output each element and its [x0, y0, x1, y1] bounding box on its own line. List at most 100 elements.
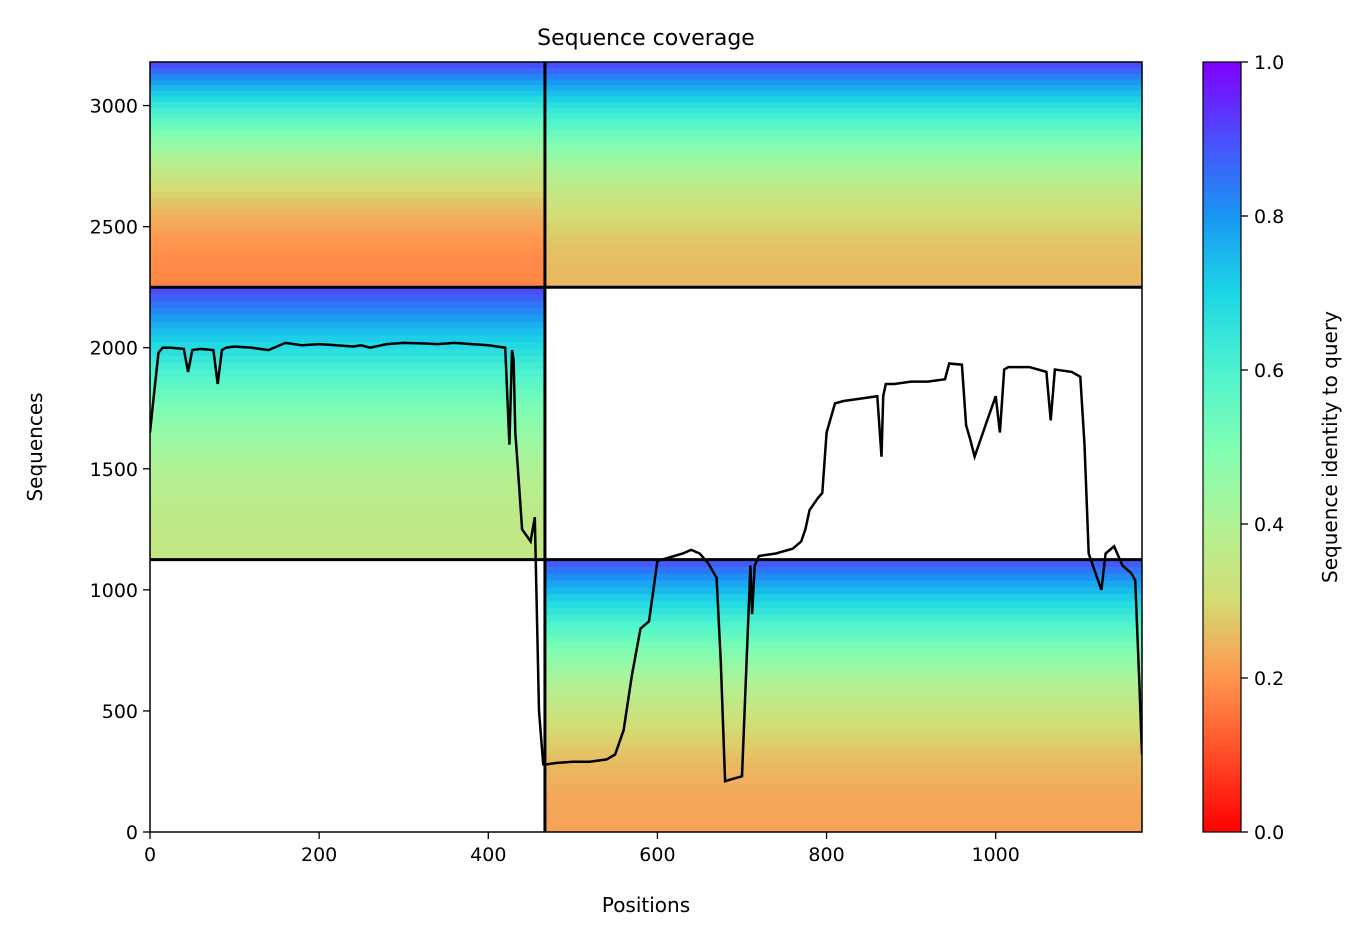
block-band: [544, 736, 1142, 745]
block-band: [150, 409, 545, 418]
block-band: [150, 225, 545, 232]
block-band: [544, 593, 1142, 602]
block-band: [544, 140, 1142, 148]
block-band: [544, 247, 1142, 255]
block-band: [150, 328, 545, 336]
block-band: [150, 73, 545, 80]
block-band: [544, 62, 1142, 69]
block-band: [150, 208, 545, 215]
block-band: [544, 174, 1142, 181]
block-band: [150, 152, 545, 159]
block-band: [150, 101, 545, 108]
colorbar: [1202, 61, 1242, 833]
block-band: [150, 112, 545, 119]
block-band: [544, 168, 1142, 176]
block-band: [544, 723, 1142, 731]
colorbar-tick-label: 1.0: [1254, 52, 1284, 74]
x-tick-label: 400: [470, 844, 506, 866]
block-band: [544, 682, 1142, 690]
block-band: [544, 675, 1142, 683]
y-tick-label: 1500: [90, 459, 138, 481]
block-band: [150, 118, 545, 125]
block-band: [150, 230, 545, 238]
block-band: [544, 668, 1142, 676]
block-band: [150, 423, 545, 431]
block-band: [150, 236, 545, 243]
block-band: [544, 73, 1142, 80]
block-band: [150, 197, 545, 204]
block-band: [544, 607, 1142, 615]
block-band: [150, 382, 545, 390]
block-band: [150, 185, 545, 193]
block-band: [150, 270, 545, 277]
block-band: [544, 695, 1142, 704]
block-band: [544, 559, 1142, 568]
block-band: [544, 123, 1142, 131]
block-band: [150, 518, 545, 527]
block-band: [544, 586, 1142, 595]
block-band: [150, 477, 545, 486]
coverage-line-group: [150, 341, 1142, 783]
block-band: [150, 219, 545, 226]
block-band: [544, 118, 1142, 125]
block-band: [544, 90, 1142, 97]
block-band: [544, 825, 1142, 832]
colorbar-label: Sequence identity to query: [1318, 311, 1342, 583]
block-band: [150, 180, 545, 187]
block-band: [544, 791, 1142, 799]
block-band: [544, 236, 1142, 243]
block-band: [544, 135, 1142, 142]
block-band: [150, 430, 545, 438]
block-band: [544, 270, 1142, 277]
block-band: [544, 580, 1142, 588]
block-band: [544, 157, 1142, 164]
block-band: [150, 300, 545, 309]
block-band: [544, 129, 1142, 136]
block-band: [150, 67, 545, 74]
block-band: [150, 129, 545, 136]
block-band: [150, 416, 545, 424]
block-band: [150, 457, 545, 465]
block-band: [544, 709, 1142, 717]
block-band: [544, 214, 1142, 221]
block-band: [544, 688, 1142, 697]
block-band: [150, 375, 545, 384]
block-band: [150, 471, 545, 479]
y-tick-label: 2500: [90, 217, 138, 239]
block-band: [150, 348, 545, 356]
block-band: [150, 275, 545, 283]
x-tick-label: 200: [301, 844, 337, 866]
block-band: [150, 505, 545, 513]
block-band: [544, 78, 1142, 86]
block-band: [544, 146, 1142, 153]
block-band: [150, 163, 545, 170]
block-band: [150, 498, 545, 506]
block-band: [544, 614, 1142, 622]
block-band: [544, 777, 1142, 785]
coverage-line: [150, 341, 1142, 783]
block-band: [544, 202, 1142, 209]
block-band: [150, 287, 545, 295]
block-band: [150, 107, 545, 114]
y-tick-label: 2000: [90, 338, 138, 360]
block-band: [544, 818, 1142, 826]
block-band: [544, 185, 1142, 193]
colorbar-tick-label: 0.2: [1254, 668, 1284, 690]
block-band: [544, 763, 1142, 772]
block-band: [544, 281, 1142, 288]
block-band: [150, 157, 545, 164]
alignment-block-2: [150, 287, 545, 561]
block-band: [544, 191, 1142, 198]
block-band: [150, 247, 545, 255]
block-band: [544, 152, 1142, 159]
block-band: [150, 84, 545, 91]
y-tick-label: 3000: [90, 96, 138, 118]
block-band: [150, 259, 545, 266]
block-band: [150, 90, 545, 97]
block-band: [544, 95, 1142, 103]
block-band: [150, 123, 545, 131]
alignment-block-3: [544, 559, 1142, 832]
y-tick-label: 500: [102, 701, 138, 723]
block-band: [544, 67, 1142, 74]
